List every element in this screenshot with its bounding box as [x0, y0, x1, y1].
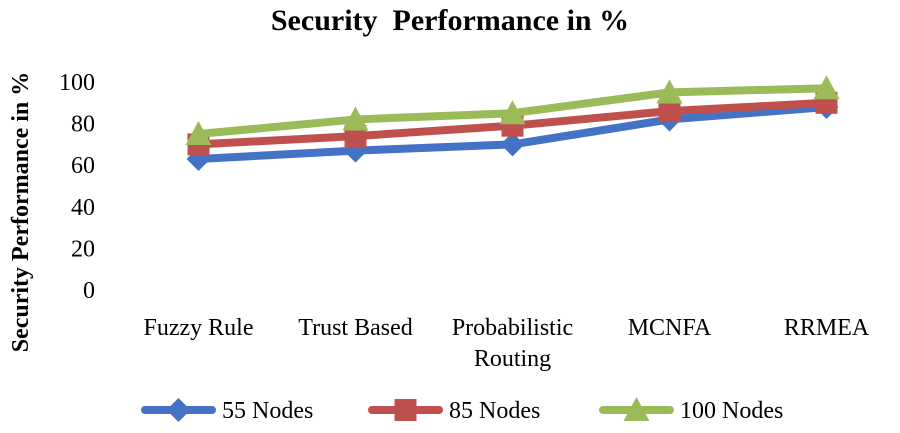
y-tick-label: 20 [71, 236, 95, 262]
legend-label: 55 Nodes [222, 398, 313, 424]
legend-label: 100 Nodes [680, 398, 783, 424]
y-tick-label: 0 [83, 278, 95, 304]
legend-item: 85 Nodes [368, 398, 540, 424]
legend-item: 55 Nodes [141, 398, 313, 424]
x-tick-label: MCNFA [628, 315, 712, 341]
data-point-triangle [813, 75, 840, 100]
chart-title: Security Performance in % [271, 4, 629, 37]
data-point-triangle [342, 106, 369, 131]
data-point-triangle [185, 121, 212, 146]
axes: 0 20 40 60 80 100 Fuzzy Rule Trust Based Probabi… [59, 70, 870, 372]
y-tick-label: 60 [71, 153, 95, 179]
legend-swatch-marker [394, 399, 417, 421]
y-tick-label: 80 [71, 112, 95, 138]
legend: 55 Nodes 85 Nodes 100 Nodes [141, 397, 783, 424]
series-100-nodes [185, 75, 840, 146]
y-tick-label: 40 [71, 195, 95, 221]
y-tick-label: 100 [59, 70, 95, 96]
x-tick-label: Probabilistic Routing [452, 315, 573, 372]
legend-label: 85 Nodes [449, 398, 540, 424]
legend-swatch-marker [623, 397, 650, 422]
data-point-triangle [656, 79, 683, 104]
x-tick-label: Trust Based [298, 315, 412, 341]
data-point-square [658, 100, 681, 123]
x-tick-label: RRMEA [784, 315, 870, 341]
legend-item: 100 Nodes [599, 397, 783, 424]
series-group [185, 75, 840, 171]
data-point-square [344, 125, 367, 148]
data-point-triangle [499, 100, 526, 125]
x-tick-label: Fuzzy Rule [144, 315, 254, 341]
y-axis-label: Security Performance in % [8, 72, 34, 353]
data-point-diamond [500, 132, 525, 157]
legend-swatch-marker [166, 398, 191, 422]
